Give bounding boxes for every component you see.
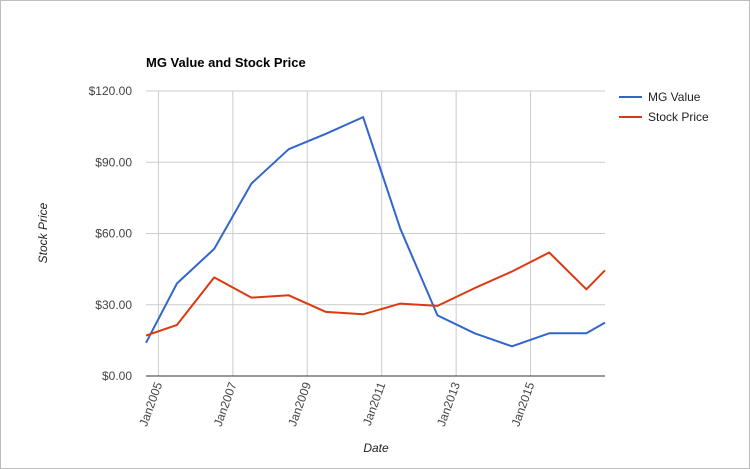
y-tick-label: $30.00	[95, 298, 132, 312]
legend-label: MG Value	[648, 90, 701, 104]
y-axis-ticks: $0.00 $30.00 $60.00 $90.00 $120.00	[89, 84, 133, 383]
gridlines	[146, 90, 605, 376]
series-lines	[145, 116, 606, 348]
y-tick-label: $90.00	[95, 155, 132, 169]
legend: MG Value Stock Price	[619, 90, 709, 124]
x-tick-label: Jan2007	[211, 380, 240, 428]
y-tick-label: $0.00	[102, 369, 132, 383]
series-line-mg-value	[145, 116, 606, 348]
y-axis-title: Stock Price	[36, 202, 50, 263]
x-tick-label: Jan2011	[360, 380, 389, 428]
x-tick-label: Jan2013	[434, 380, 463, 428]
chart-title: MG Value and Stock Price	[146, 55, 306, 70]
x-axis-title: Date	[363, 441, 389, 455]
x-tick-label: Jan2009	[285, 380, 314, 428]
y-tick-label: $120.00	[89, 84, 133, 98]
series-line-stock-price	[145, 251, 606, 337]
x-tick-label: Jan2015	[508, 380, 537, 428]
legend-label: Stock Price	[648, 110, 709, 124]
x-axis-ticks: Jan2005 Jan2007 Jan2009 Jan2011 Jan2013 Jan20…	[136, 380, 537, 428]
y-tick-label: $60.00	[95, 227, 132, 241]
x-tick-label: Jan2005	[136, 380, 165, 428]
